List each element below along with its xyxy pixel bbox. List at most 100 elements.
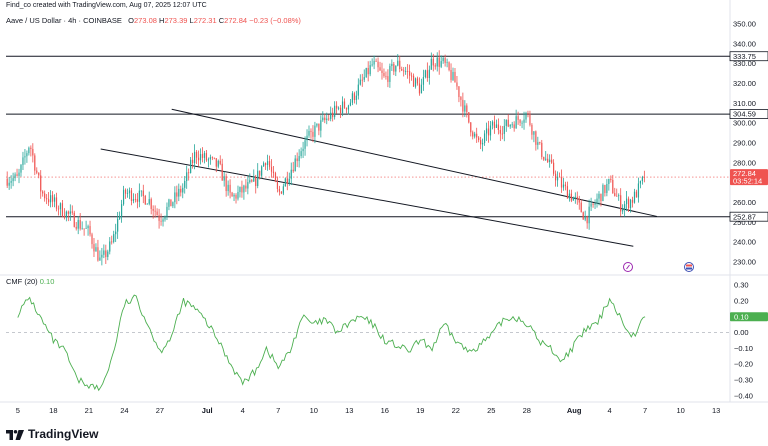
candle-body xyxy=(584,216,586,220)
candle-body xyxy=(18,172,20,176)
countdown-badge-label: 03:52:14 xyxy=(733,177,762,186)
candle-body xyxy=(146,203,148,205)
candle-body xyxy=(637,183,640,198)
candle-body xyxy=(292,169,294,172)
candle-body xyxy=(480,140,482,145)
candle-body xyxy=(438,57,440,67)
chart-attribution: Find_co created with TradingView.com, Au… xyxy=(6,2,207,9)
candle-body xyxy=(63,216,65,218)
candle-body xyxy=(322,117,324,121)
candle-body xyxy=(124,189,127,194)
candle-body xyxy=(237,192,239,199)
candle-body xyxy=(286,178,288,184)
candle-body xyxy=(51,195,54,202)
candle-body xyxy=(152,208,154,211)
candle-body xyxy=(328,118,330,120)
time-tick-label: 10 xyxy=(676,406,684,415)
candle-body xyxy=(71,211,73,213)
candle-body xyxy=(79,220,81,229)
candle-body xyxy=(618,195,620,197)
candle-body xyxy=(424,70,426,77)
price-tick-label: 290.00 xyxy=(733,139,756,148)
price-tick-label: 350.00 xyxy=(733,19,756,28)
candle-body xyxy=(215,158,217,167)
candle-body xyxy=(272,171,275,174)
candle-body xyxy=(55,197,58,209)
candle-body xyxy=(46,198,48,200)
candle-body xyxy=(195,151,198,158)
candle-body xyxy=(87,226,89,229)
candle-body xyxy=(474,133,476,137)
candle-body xyxy=(616,195,618,197)
candle-body xyxy=(460,97,462,100)
candle-body xyxy=(107,251,109,257)
candle-body xyxy=(440,61,442,67)
candle-body xyxy=(434,65,436,67)
candle-body xyxy=(330,112,332,119)
candle-body xyxy=(38,172,40,176)
candle-body xyxy=(371,64,373,66)
candle-body xyxy=(310,130,312,132)
candle-body xyxy=(570,193,572,201)
candle-body xyxy=(231,192,233,197)
candle-body xyxy=(572,197,574,201)
candle-body xyxy=(614,193,616,196)
candle-body xyxy=(554,173,557,181)
candle-body xyxy=(397,60,399,66)
candle-body xyxy=(207,159,209,161)
candle-body xyxy=(148,199,150,204)
candle-body xyxy=(28,147,30,154)
candle-body xyxy=(174,192,176,203)
candle-body xyxy=(336,105,338,109)
candle-body xyxy=(541,142,543,157)
candle-body xyxy=(369,65,371,75)
candle-body xyxy=(519,119,521,123)
candle-body xyxy=(483,133,486,143)
candle-body xyxy=(562,184,565,188)
candle-body xyxy=(164,216,166,220)
candle-body xyxy=(493,121,496,128)
ohlc-h-label: H xyxy=(159,16,165,25)
candle-body xyxy=(298,156,300,162)
candle-body xyxy=(507,119,509,127)
candle-body xyxy=(150,199,152,209)
candle-body xyxy=(193,151,196,163)
candle-body xyxy=(560,177,563,188)
candle-body xyxy=(626,198,628,205)
candle-body xyxy=(122,189,125,205)
candle-body xyxy=(545,158,547,160)
candle-body xyxy=(168,199,170,207)
candle-body xyxy=(132,199,135,201)
candle-body xyxy=(95,247,97,252)
price-tick-label: 310.00 xyxy=(733,99,756,108)
level-badge-bg xyxy=(730,212,768,222)
trendline xyxy=(171,108,658,217)
event-icon xyxy=(623,262,633,272)
candle-body xyxy=(255,177,257,187)
ohlc-o-value: 273.08 xyxy=(134,16,157,25)
candle-body xyxy=(190,159,192,173)
candle-body xyxy=(266,161,269,165)
candle-body xyxy=(276,181,279,189)
candle-body xyxy=(300,151,302,157)
level-badge-bg xyxy=(730,109,768,119)
time-tick-label: 7 xyxy=(643,406,647,415)
candle-body xyxy=(377,61,379,68)
candle-body xyxy=(373,60,375,65)
candle-body xyxy=(251,180,253,182)
candle-body xyxy=(268,161,271,167)
candle-body xyxy=(537,142,539,145)
candle-body xyxy=(389,66,391,82)
candle-body xyxy=(602,185,604,202)
candle-body xyxy=(288,178,290,184)
candle-body xyxy=(89,226,91,235)
candle-body xyxy=(142,190,144,196)
tradingview-brand[interactable]: TradingView xyxy=(6,427,98,441)
ohlc-c-label: C xyxy=(218,16,225,25)
candle-body xyxy=(184,181,186,188)
candle-body xyxy=(318,123,320,131)
time-tick-label: Aug xyxy=(567,406,582,415)
chart-grid xyxy=(0,0,768,403)
cmf-value: 0.10 xyxy=(39,277,55,286)
